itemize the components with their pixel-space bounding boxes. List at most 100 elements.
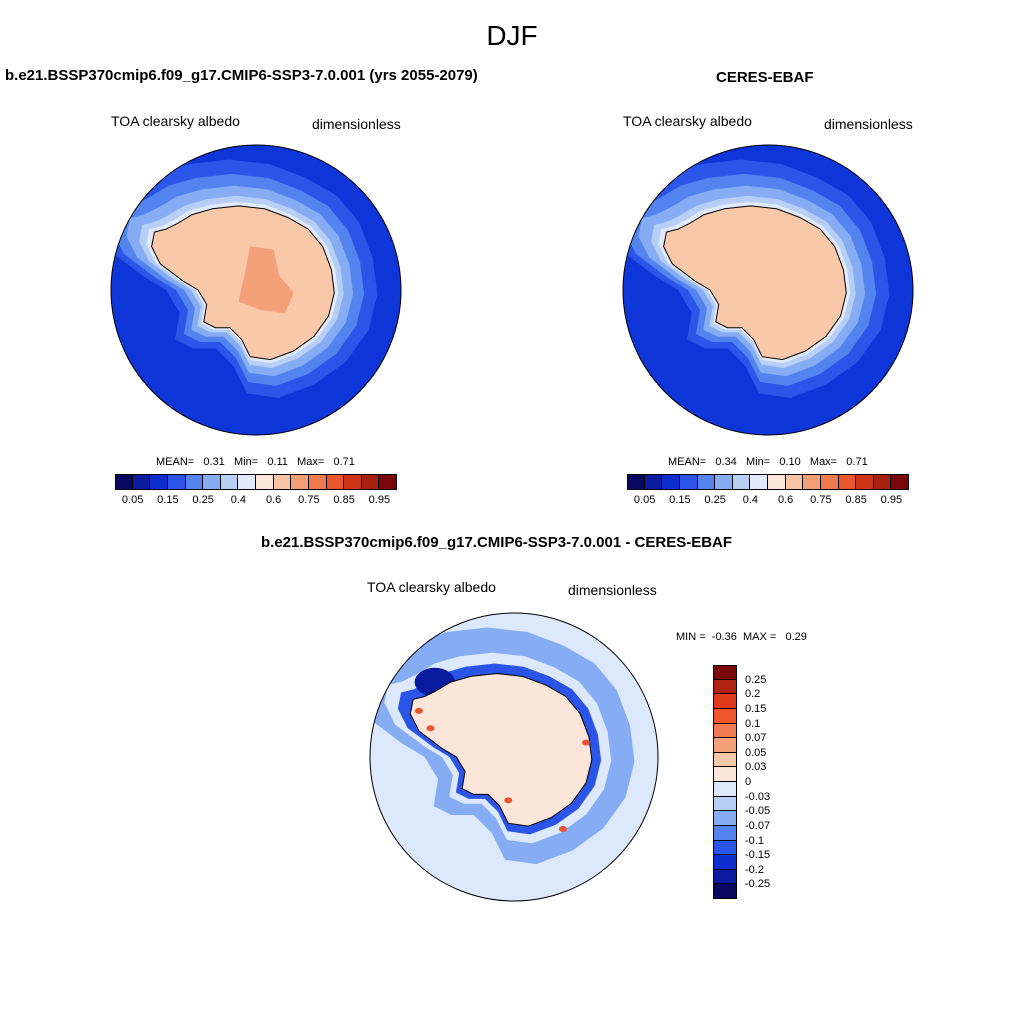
panel2-colorbar-box [873, 474, 892, 490]
panel2-colorbar-box [750, 474, 768, 490]
panel2-min-label: Min= [745, 456, 771, 468]
panel2-colorbar-tick: 0.4 [742, 494, 759, 506]
panel3-colorbar-box [713, 855, 737, 870]
panel1-colorbar-box [220, 474, 239, 490]
panel1-min-label: Min= [233, 456, 259, 468]
panel1-colorbar-box [379, 474, 397, 490]
panel1-mean-value: 0.31 [203, 456, 225, 468]
panel1-colorbar-box [132, 474, 151, 490]
panel1-colorbar-tick: 0.05 [121, 494, 144, 506]
panel2-max-value: 0.71 [846, 456, 868, 468]
panel3-colorbar-tick: -0.25 [745, 878, 771, 891]
panel2-colorbar-box [679, 474, 698, 490]
panel3-colorbar-tick: 0.25 [745, 673, 767, 686]
panel3-colorbar-box [713, 767, 737, 782]
panel2-colorbar-tick: 0.15 [669, 494, 691, 506]
panel2-colorbar-tick: 0.05 [633, 494, 656, 506]
panel1-colorbar-ticks: 0.05 0.15 0.25 0.4 0.6 0.75 0.85 0.95 [115, 494, 397, 508]
panel3-colorbar-box [713, 723, 737, 739]
panel3-colorbar-tick: -0.1 [745, 834, 764, 847]
panel1-colorbar-tick: 0.85 [333, 494, 355, 506]
panel2-colorbar-box [768, 474, 786, 490]
panel3-units-label: dimensionless [568, 582, 657, 598]
panel2-title: CERES-EBAF [716, 69, 814, 86]
panel2-colorbar-ticks: 0.05 0.15 0.25 0.4 0.6 0.75 0.85 0.95 [627, 494, 909, 508]
panel3-colorbar-tick: 0.05 [745, 746, 767, 759]
panel1-max-label: Max= [297, 456, 325, 468]
panel1-map [110, 144, 402, 436]
panel2-colorbar-tick: 0.6 [777, 494, 794, 506]
panel3-colorbar-tick: -0.05 [745, 805, 771, 818]
panel3-colorbar-tick: 0.07 [745, 732, 767, 745]
panel1-units-label: dimensionless [312, 116, 401, 132]
panel1-colorbar-box [326, 474, 345, 490]
panel3-positive-spot [504, 797, 513, 804]
panel1-colorbar-box [308, 474, 327, 490]
panel1-colorbar [115, 474, 397, 490]
panel3-max-label: MAX = [742, 631, 777, 643]
panel3-colorbar-tick: 0.2 [745, 688, 761, 701]
season-title: DJF [486, 20, 538, 51]
panel3-map-border [369, 612, 659, 902]
panel2-max-label: Max= [809, 456, 838, 468]
panel1-colorbar-tick: 0.25 [192, 494, 214, 506]
panel1-colorbar-tick: 0.95 [368, 494, 391, 506]
panel2-colorbar-box [891, 474, 909, 490]
panel3-colorbar-box [713, 840, 737, 856]
panel3-colorbar-tick: 0 [745, 776, 752, 788]
panel3-colorbar-box [713, 796, 737, 812]
panel2-colorbar-box [697, 474, 716, 490]
panel1-colorbar-box [273, 474, 292, 490]
panel2-map [622, 144, 914, 436]
panel3-colorbar-tick: -0.2 [745, 863, 764, 876]
panel1-colorbar-box [344, 474, 362, 490]
panel1-colorbar-box [361, 474, 380, 490]
panel3-variable-label: TOA clearsky albedo [367, 579, 496, 595]
panel3-colorbar-box [713, 869, 737, 885]
panel3-min-label: MIN = [676, 631, 706, 643]
panel2-units-label: dimensionless [824, 116, 913, 132]
panel3-positive-spot [426, 725, 435, 732]
panel1-colorbar-tick: 0.6 [265, 494, 282, 506]
panel2-colorbar-tick: 0.75 [810, 494, 832, 506]
panel1-colorbar-box [167, 474, 186, 490]
panel1-title: b.e21.BSSP370cmip6.f09_g17.CMIP6-SSP3-7.… [5, 67, 478, 84]
panel3-colorbar-tick: 0.1 [745, 717, 761, 730]
panel3-colorbar-box [713, 811, 737, 826]
panel3-colorbar [713, 665, 737, 899]
panel1-mean-label: MEAN= [156, 456, 195, 468]
panel1-colorbar-box [291, 474, 309, 490]
panel1-stats: MEAN= 0.31 Min= 0.11 Max= 0.71 [156, 456, 355, 468]
panel2-mean-value: 0.34 [715, 456, 737, 468]
panel2-stats: MEAN= 0.34 Min= 0.10 Max= 0.71 [668, 456, 868, 468]
panel1-max-value: 0.71 [333, 456, 355, 468]
panel1-colorbar-box [150, 474, 168, 490]
panel2-colorbar-box [732, 474, 751, 490]
panel3-colorbar-box [713, 825, 737, 841]
panel1-colorbar-box [238, 474, 256, 490]
panel1-colorbar-tick: 0.15 [157, 494, 179, 506]
panel3-positive-spot [582, 739, 590, 746]
panel3-colorbar-box [713, 694, 737, 709]
panel1-colorbar-box [185, 474, 204, 490]
panel1-colorbar-box [115, 474, 133, 490]
panel2-colorbar [627, 474, 909, 490]
panel2-colorbar-tick: 0.25 [704, 494, 726, 506]
panel2-mean-label: MEAN= [668, 456, 707, 468]
panel3-colorbar-ticks: 0.25 0.2 0.15 0.1 0.07 0.05 0.03 0 -0.03 -0.05 -0.… [737, 665, 797, 899]
panel3-colorbar-box [713, 708, 737, 724]
panel2-colorbar-box [715, 474, 733, 490]
panel1-min-value: 0.11 [267, 456, 288, 468]
panel2-map-border [622, 144, 914, 436]
panel3-colorbar-box [713, 665, 737, 680]
panel3-colorbar-tick: -0.03 [745, 790, 771, 803]
panel1-variable-label: TOA clearsky albedo [111, 113, 240, 129]
panel2-colorbar-tick: 0.85 [845, 494, 867, 506]
panel3-positive-spot [558, 826, 567, 832]
panel3-positive-spot [414, 707, 423, 714]
panel2-colorbar-box [820, 474, 839, 490]
panel2-colorbar-box [662, 474, 680, 490]
panel2-variable-label: TOA clearsky albedo [623, 113, 752, 129]
panel3-colorbar-box [713, 738, 737, 753]
panel3-map [369, 612, 659, 902]
